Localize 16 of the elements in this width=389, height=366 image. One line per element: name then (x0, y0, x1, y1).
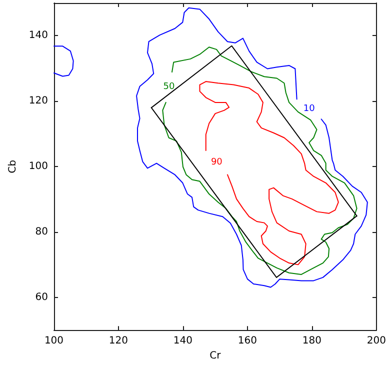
x-tick-label: 120 (108, 336, 128, 347)
x-axis-title: Cr (210, 350, 222, 362)
x-tick-label: 100 (44, 336, 64, 347)
y-tick-label: 140 (28, 30, 48, 42)
x-tick-label: 180 (302, 336, 322, 347)
series-label: 10 (303, 104, 316, 114)
y-tick-label: 60 (35, 292, 48, 303)
x-tick-label: 200 (366, 336, 386, 347)
y-axis-title: Cb (8, 160, 18, 174)
x-tick-label: 140 (173, 336, 193, 347)
y-tick-label: 80 (35, 226, 48, 238)
y-tick-label: 120 (28, 96, 48, 107)
series-label: 50 (163, 82, 175, 92)
y-tick-label: 100 (28, 161, 48, 172)
series-label: 90 (210, 158, 223, 168)
x-tick-label: 160 (238, 336, 258, 347)
